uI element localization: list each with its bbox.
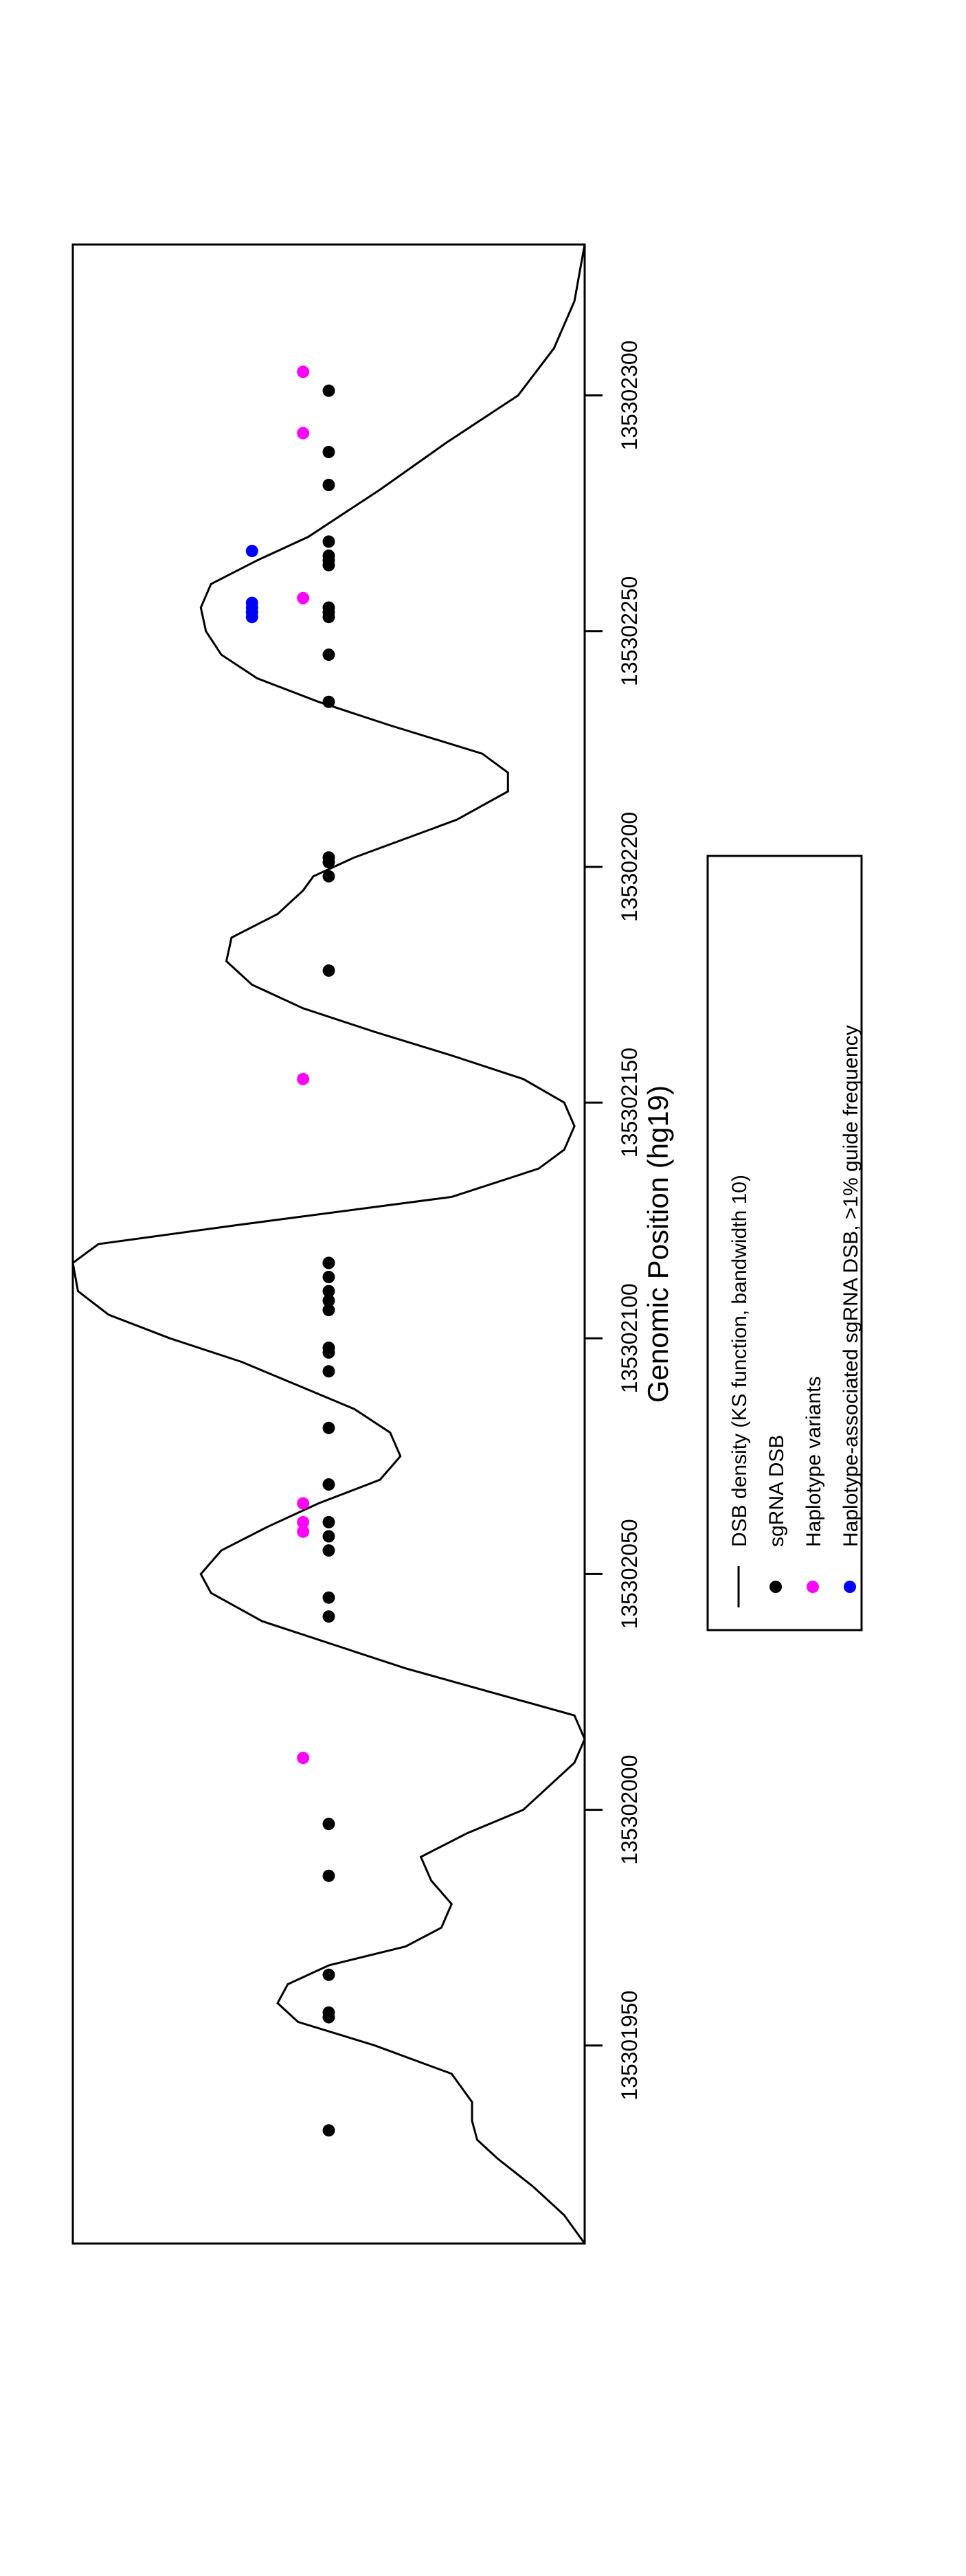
points-layer (245, 365, 335, 2137)
point-series-0-12 (322, 1421, 335, 1434)
point-series-0-8 (322, 1544, 335, 1557)
tick-label-5: 135302200 (617, 812, 642, 922)
point-series-0-11 (322, 1478, 335, 1491)
tick-label-6: 135302250 (617, 576, 642, 686)
point-series-0-27 (322, 648, 335, 662)
plot-area (71, 243, 586, 2245)
point-series-1-3 (297, 1497, 310, 1510)
tick-label-7: 135302300 (617, 341, 642, 451)
point-series-0-36 (322, 446, 335, 458)
point-series-0-10 (322, 1515, 335, 1528)
x-axis: 135301950 135302000 135302050 135302100 1353… (583, 341, 642, 2101)
point-series-0-17 (322, 1294, 335, 1307)
point-series-0-19 (322, 1271, 335, 1283)
legend-label-2: Haplotype variants (802, 1377, 825, 1547)
point-series-0-26 (322, 695, 335, 708)
legend-label-1: sgRNA DSB (765, 1435, 788, 1547)
tick-label-0: 135301950 (617, 1991, 642, 2101)
point-series-0-33 (322, 550, 335, 562)
point-series-0-16 (322, 1304, 335, 1317)
point-series-0-15 (322, 1342, 335, 1354)
point-series-2-3 (245, 596, 258, 609)
point-series-0-25 (322, 851, 335, 864)
point-series-1-1 (297, 1525, 310, 1538)
point-series-0-7 (322, 1591, 335, 1604)
point-series-0-22 (322, 964, 335, 977)
point-series-1-4 (297, 1072, 310, 1085)
tick-label-1: 135302000 (617, 1755, 642, 1865)
legend-label-0: DSB density (KS function, bandwidth 10) (728, 1175, 751, 1547)
point-series-1-0 (297, 1752, 310, 1765)
tick-label-3: 135302100 (617, 1283, 642, 1393)
legend: DSB density (KS function, bandwidth 10) s… (706, 855, 863, 1631)
point-series-0-0 (322, 2124, 335, 2137)
point-series-1-5 (297, 591, 310, 605)
point-series-0-5 (322, 1818, 335, 1831)
point-series-0-34 (322, 535, 335, 548)
point-series-0-3 (322, 1968, 335, 1981)
point-series-0-18 (322, 1285, 335, 1298)
point-series-0-37 (322, 384, 335, 397)
point-series-0-21 (322, 1256, 335, 1269)
legend-box (706, 855, 863, 1631)
legend-key-1 (770, 1581, 782, 1593)
point-series-0-4 (322, 1869, 335, 1882)
density-curve (71, 244, 586, 2244)
point-series-0-2 (322, 2006, 335, 2019)
point-series-0-13 (322, 1365, 335, 1378)
tick-label-2: 135302050 (617, 1519, 642, 1629)
tick-label-4: 135302150 (617, 1048, 642, 1157)
point-series-0-23 (322, 870, 335, 883)
legend-label-3: Haplotype-associated sgRNA DSB, >1% guid… (840, 1025, 862, 1547)
legend-key-3 (844, 1581, 856, 1593)
legend-key-2 (807, 1581, 819, 1593)
point-series-1-7 (297, 365, 310, 379)
point-series-1-2 (297, 1515, 310, 1528)
point-series-1-6 (297, 427, 310, 440)
point-series-2-4 (245, 545, 258, 558)
legend-items: DSB density (KS function, bandwidth 10) s… (728, 1025, 862, 1607)
point-series-0-35 (322, 479, 335, 491)
point-series-0-6 (322, 1610, 335, 1623)
point-series-0-9 (322, 1530, 335, 1543)
x-axis-title: Genomic Position (hg19) (642, 1085, 674, 1403)
point-series-0-30 (322, 601, 335, 614)
